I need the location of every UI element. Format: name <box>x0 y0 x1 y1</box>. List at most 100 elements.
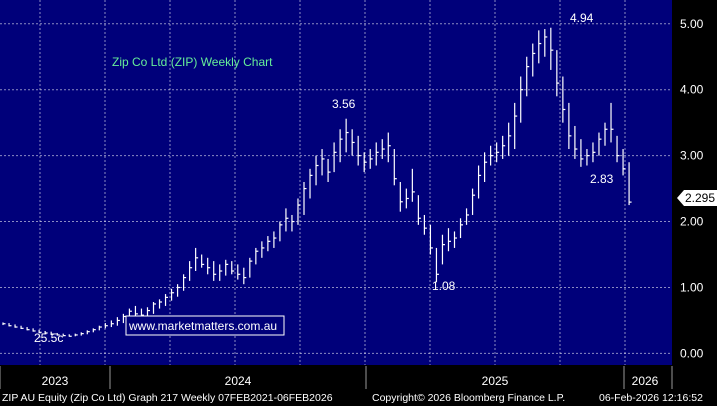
x-tick-label: 2025 <box>482 374 509 388</box>
price-bar <box>471 188 476 215</box>
price-bar <box>225 259 229 276</box>
price-bar <box>152 301 156 314</box>
price-bar <box>80 332 84 336</box>
price-bar <box>8 323 12 327</box>
price-bar <box>550 27 554 70</box>
price-bar <box>622 149 626 176</box>
price-bar <box>604 122 608 146</box>
price-bar <box>273 231 277 248</box>
price-bar <box>170 288 175 301</box>
price-bar <box>2 322 6 326</box>
price-bar <box>435 247 439 283</box>
x-axis: 2023 2024 2025 2026 <box>0 365 717 389</box>
price-bar <box>520 76 524 123</box>
price-bar <box>231 261 235 275</box>
price-bar <box>219 264 223 281</box>
annotation-label: 4.94 <box>570 11 594 25</box>
price-bar <box>261 241 265 258</box>
price-bar <box>38 329 42 333</box>
price-bar <box>417 195 421 225</box>
price-bar <box>598 132 602 156</box>
annotation-label: 3.56 <box>332 97 356 111</box>
price-bar <box>508 122 512 156</box>
price-bar <box>291 214 295 232</box>
price-bar <box>213 261 217 281</box>
price-bar <box>526 56 530 97</box>
y-tick-label: 4.00 <box>680 83 704 97</box>
price-bar <box>381 139 385 159</box>
price-bar <box>176 284 181 297</box>
price-bar <box>357 135 361 166</box>
footer-right: 06-Feb-2026 12:16:52 <box>599 392 703 404</box>
y-tick-label: 1.00 <box>680 280 704 294</box>
price-bar <box>339 129 343 163</box>
price-bar <box>92 328 96 333</box>
watermark: www.marketmatters.com.au <box>125 315 285 336</box>
price-bar <box>556 50 560 97</box>
price-bar <box>255 247 259 265</box>
price-bar <box>502 135 506 159</box>
price-bar <box>68 334 72 337</box>
price-bar <box>496 142 500 163</box>
price-bar <box>237 264 241 280</box>
annotations: 25.5c 3.56 1.08 4.94 2.83 <box>34 11 614 345</box>
price-bar <box>321 149 325 176</box>
price-bar <box>628 162 632 206</box>
price-bar <box>333 142 337 173</box>
price-bar <box>249 257 253 278</box>
price-bar <box>375 142 379 166</box>
footer-left: ZIP AU Equity (Zip Co Ltd) Graph 217 Wee… <box>2 392 333 404</box>
price-bar <box>183 274 187 291</box>
price-bar <box>158 299 163 309</box>
price-bar <box>411 168 415 202</box>
price-bar <box>14 324 18 328</box>
price-bar <box>562 76 566 123</box>
y-axis: 0.00 1.00 2.00 3.00 4.00 5.00 <box>680 17 704 361</box>
price-bar <box>538 30 542 64</box>
price-bar <box>50 331 54 335</box>
price-bar <box>195 247 199 271</box>
price-bar <box>297 198 301 225</box>
price-bar <box>134 305 138 318</box>
y-tick-label: 3.00 <box>680 149 704 163</box>
price-bar <box>441 234 445 265</box>
annotation-label: 25.5c <box>34 331 63 345</box>
x-tick-label: 2026 <box>632 374 659 388</box>
price-bar <box>122 313 126 324</box>
price-bar <box>490 145 494 166</box>
x-tick-label: 2023 <box>42 374 69 388</box>
price-bar <box>586 149 590 166</box>
price-bar <box>207 257 211 275</box>
price-bar <box>453 231 457 248</box>
price-bar <box>465 208 470 225</box>
grid-lines <box>0 0 672 365</box>
price-bar <box>393 149 397 186</box>
y-tick-label: 5.00 <box>680 17 704 31</box>
price-bar <box>86 330 90 335</box>
annotation-label: 2.83 <box>590 172 614 186</box>
last-price-box <box>677 190 717 206</box>
price-bar <box>104 323 108 329</box>
price-bar <box>610 102 614 143</box>
price-bar <box>459 218 464 239</box>
y-tick-label: 0.00 <box>680 346 704 360</box>
price-bar <box>423 214 427 235</box>
price-bar <box>447 228 451 252</box>
price-bar <box>74 333 78 337</box>
price-bar <box>303 182 307 215</box>
price-bar <box>363 152 367 173</box>
price-bar <box>20 325 24 330</box>
chart-title: Zip Co Ltd (ZIP) Weekly Chart <box>112 55 273 69</box>
price-bar <box>98 325 102 331</box>
price-bar <box>116 317 120 326</box>
plot-area <box>0 0 672 365</box>
price-bar <box>429 224 433 255</box>
price-bar <box>201 254 205 268</box>
last-price-marker: 2.295 <box>677 190 717 206</box>
price-bar <box>164 294 169 306</box>
price-bar <box>44 330 48 334</box>
x-axis-band <box>0 365 717 389</box>
price-bar <box>514 102 518 150</box>
price-bar <box>315 155 319 186</box>
